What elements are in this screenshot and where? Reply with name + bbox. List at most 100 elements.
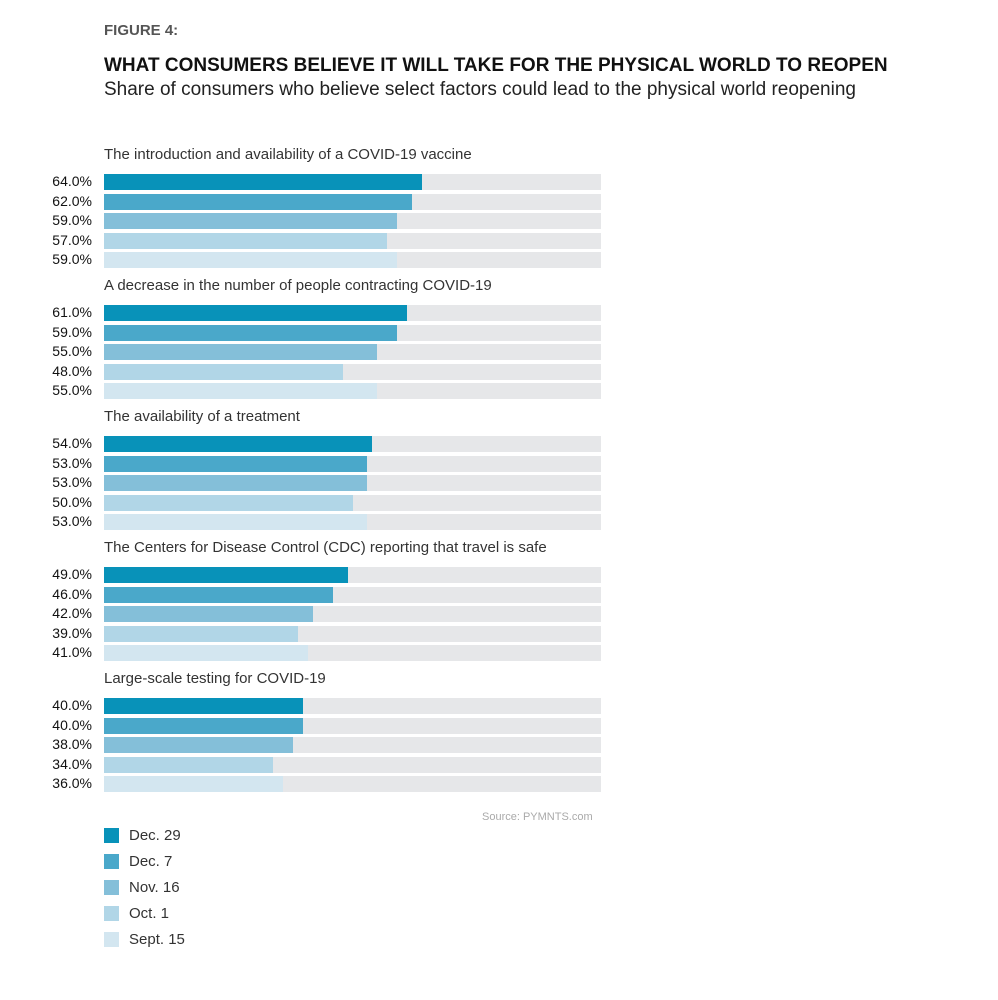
bar-track [104,305,601,321]
legend-label: Dec. 7 [129,852,173,870]
bar-nov-16 [104,344,378,361]
bar-track [104,252,601,269]
bar-track [104,698,601,714]
bar-track [104,193,601,210]
bar-track [104,717,601,734]
legend-label: Nov. 16 [129,878,180,896]
value-label: 36.0% [52,775,92,792]
bar-track [104,494,601,511]
value-label: 59.0% [52,212,92,229]
value-label: 41.0% [52,644,92,661]
value-label: 53.0% [52,474,92,491]
bar-dec-7 [104,717,303,734]
bar-track [104,625,601,642]
value-label: 40.0% [52,697,92,713]
bar-oct-1 [104,756,273,773]
bar-nov-16 [104,606,313,623]
legend-label: Dec. 29 [129,826,181,844]
bar-dec-7 [104,324,398,341]
bar-track [104,344,601,361]
bar-sept-15 [104,383,378,400]
legend-swatch [104,879,119,895]
bar-track [104,232,601,249]
bar-track [104,567,601,583]
bar-dec-7 [104,586,333,603]
value-label: 38.0% [52,736,92,753]
bar-track [104,645,601,662]
bar-track [104,363,601,380]
value-label: 42.0% [52,605,92,622]
value-label: 64.0% [52,173,92,189]
bar-dec-29 [104,305,408,321]
value-label: 39.0% [52,624,92,641]
bar-dec-29 [104,174,423,190]
legend-label: Oct. 1 [129,904,170,922]
figure-label: FIGURE 4: [104,22,179,39]
bar-sept-15 [104,252,398,269]
bar-dec-7 [104,455,368,472]
value-label: 50.0% [52,493,92,510]
bar-track [104,455,601,472]
value-label: 54.0% [52,435,92,451]
chart-subtitle: Share of consumers who believe select fa… [104,79,856,100]
source-note: Source: PYMNTS.com [482,811,593,823]
legend-item: Oct. 1 [104,904,170,922]
legend-swatch [104,853,119,869]
bar-track [104,383,601,400]
bar-oct-1 [104,625,298,642]
value-label: 53.0% [52,454,92,471]
value-label: 48.0% [52,362,92,379]
legend-item: Nov. 16 [104,878,180,896]
legend-swatch [104,827,119,843]
bar-sept-15 [104,645,308,662]
bar-track [104,213,601,230]
value-label: 55.0% [52,343,92,360]
bar-track [104,436,601,452]
group-title: The Centers for Disease Control (CDC) re… [104,539,547,556]
bar-track [104,514,601,531]
legend-label: Sept. 15 [129,930,185,948]
value-label: 49.0% [52,566,92,582]
bar-oct-1 [104,494,353,511]
bar-track [104,586,601,603]
value-label: 46.0% [52,585,92,602]
value-label: 62.0% [52,192,92,209]
value-label: 53.0% [52,513,92,530]
legend-item: Dec. 7 [104,852,173,870]
value-label: 55.0% [52,382,92,399]
bar-dec-29 [104,567,348,583]
bar-track [104,737,601,754]
bar-track [104,776,601,793]
bar-dec-29 [104,698,303,714]
value-label: 34.0% [52,755,92,772]
bar-track [104,475,601,492]
bar-oct-1 [104,363,343,380]
value-label: 59.0% [52,251,92,268]
value-label: 40.0% [52,716,92,733]
bar-dec-7 [104,193,413,210]
chart-title: WHAT CONSUMERS BELIEVE IT WILL TAKE FOR … [104,55,888,76]
legend-swatch [104,931,119,947]
bar-sept-15 [104,514,368,531]
bar-nov-16 [104,475,368,492]
bar-dec-29 [104,436,373,452]
bar-track [104,174,601,190]
bar-oct-1 [104,232,388,249]
group-title: The introduction and availability of a C… [104,146,472,163]
value-label: 57.0% [52,231,92,248]
value-label: 59.0% [52,323,92,340]
group-title: A decrease in the number of people contr… [104,277,492,294]
group-title: Large-scale testing for COVID-19 [104,670,326,687]
bar-nov-16 [104,213,398,230]
bar-nov-16 [104,737,293,754]
bar-track [104,606,601,623]
legend-swatch [104,905,119,921]
bar-track [104,756,601,773]
legend-item: Sept. 15 [104,930,185,948]
value-label: 61.0% [52,304,92,320]
legend-item: Dec. 29 [104,826,181,844]
bar-sept-15 [104,776,283,793]
group-title: The availability of a treatment [104,408,300,425]
bar-track [104,324,601,341]
